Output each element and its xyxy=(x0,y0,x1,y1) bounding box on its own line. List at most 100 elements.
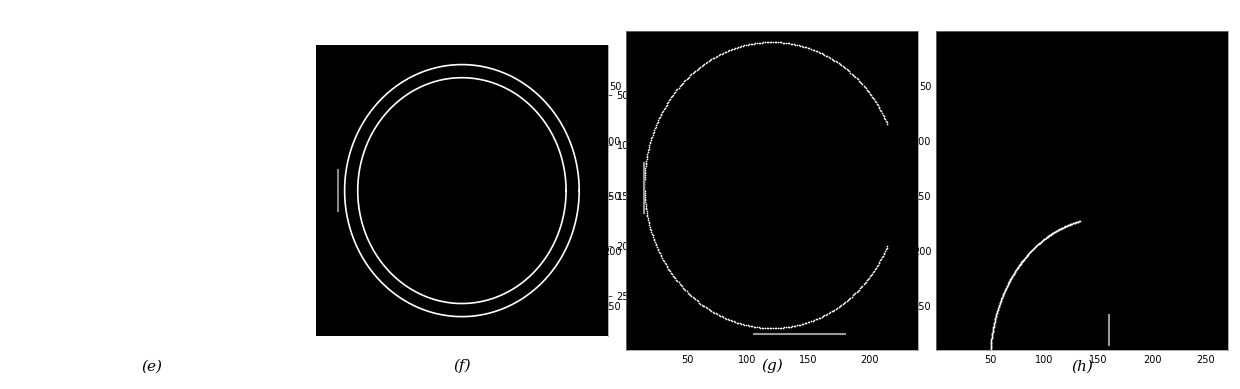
Point xyxy=(1059,222,1079,228)
Point xyxy=(635,165,655,171)
Point xyxy=(792,321,812,327)
Point xyxy=(1052,225,1071,231)
Point xyxy=(1023,246,1043,252)
Point xyxy=(823,56,843,63)
Point xyxy=(782,41,802,47)
Point xyxy=(839,296,859,302)
Point xyxy=(1002,274,1022,280)
Point xyxy=(763,39,782,45)
Point xyxy=(711,51,730,58)
Point xyxy=(1019,250,1039,256)
Point xyxy=(858,276,878,282)
Point xyxy=(862,93,882,100)
Point xyxy=(756,325,776,331)
Point xyxy=(866,99,885,105)
Point xyxy=(794,321,813,327)
Point xyxy=(696,304,715,310)
Point xyxy=(812,50,832,56)
Point xyxy=(1009,262,1029,268)
Point xyxy=(751,39,771,46)
Point xyxy=(1013,258,1033,264)
Point xyxy=(996,286,1016,292)
Point xyxy=(1049,227,1069,233)
Point xyxy=(728,44,748,50)
Point xyxy=(719,317,739,323)
Point xyxy=(1049,226,1069,233)
Point xyxy=(870,107,890,113)
Point xyxy=(812,314,832,320)
Point xyxy=(704,310,724,316)
Point xyxy=(836,299,856,305)
Point xyxy=(696,60,715,66)
Point xyxy=(653,256,673,263)
Point xyxy=(761,325,781,331)
Point xyxy=(982,335,1002,342)
Point xyxy=(848,76,868,82)
Point xyxy=(641,138,661,145)
Point xyxy=(813,313,833,319)
Point xyxy=(823,307,843,314)
Point xyxy=(981,346,1001,352)
Point xyxy=(1038,233,1058,239)
Point xyxy=(636,161,656,168)
Point xyxy=(1011,261,1030,267)
Point xyxy=(990,303,1009,309)
Point xyxy=(660,97,680,103)
Point xyxy=(641,227,661,233)
Point xyxy=(1030,239,1050,245)
Point xyxy=(985,318,1004,324)
Point xyxy=(748,324,768,330)
Point xyxy=(982,336,1002,342)
Point xyxy=(680,74,699,80)
Point xyxy=(1040,232,1060,238)
Point xyxy=(661,96,681,102)
Point xyxy=(743,323,763,329)
Point xyxy=(657,264,677,270)
Point xyxy=(768,39,787,46)
Point xyxy=(873,111,893,117)
Point xyxy=(639,147,658,154)
Point xyxy=(765,39,785,45)
Point xyxy=(667,278,687,284)
Point xyxy=(863,269,883,275)
Point xyxy=(863,95,883,101)
Point xyxy=(1001,276,1021,282)
Point xyxy=(1047,228,1066,234)
Point xyxy=(666,87,686,93)
Point xyxy=(661,94,681,100)
Point xyxy=(810,49,830,56)
Text: (e): (e) xyxy=(141,359,162,373)
Point xyxy=(713,50,733,56)
Point xyxy=(857,87,877,93)
Point xyxy=(698,58,718,64)
Point xyxy=(801,46,821,52)
Point xyxy=(994,289,1014,296)
Point xyxy=(761,39,781,45)
Point xyxy=(987,309,1007,315)
Point xyxy=(658,98,678,105)
Point xyxy=(1007,265,1027,272)
Point xyxy=(794,44,813,50)
Point xyxy=(874,251,894,257)
Point xyxy=(672,81,692,87)
Point xyxy=(1068,219,1087,225)
Point xyxy=(635,192,655,198)
Point xyxy=(662,93,682,99)
Point xyxy=(706,54,725,60)
Point xyxy=(826,306,846,312)
Point xyxy=(804,47,823,53)
Point xyxy=(665,274,684,280)
Point xyxy=(1044,229,1064,235)
Point xyxy=(982,332,1002,338)
Point xyxy=(701,307,720,313)
Point xyxy=(795,44,815,50)
Point xyxy=(810,314,830,321)
Point xyxy=(750,40,770,46)
Point xyxy=(1043,230,1063,237)
Point xyxy=(737,42,756,48)
Point xyxy=(640,224,660,230)
Point xyxy=(982,334,1002,340)
Point xyxy=(790,321,810,328)
Point xyxy=(734,322,754,328)
Point xyxy=(740,323,760,329)
